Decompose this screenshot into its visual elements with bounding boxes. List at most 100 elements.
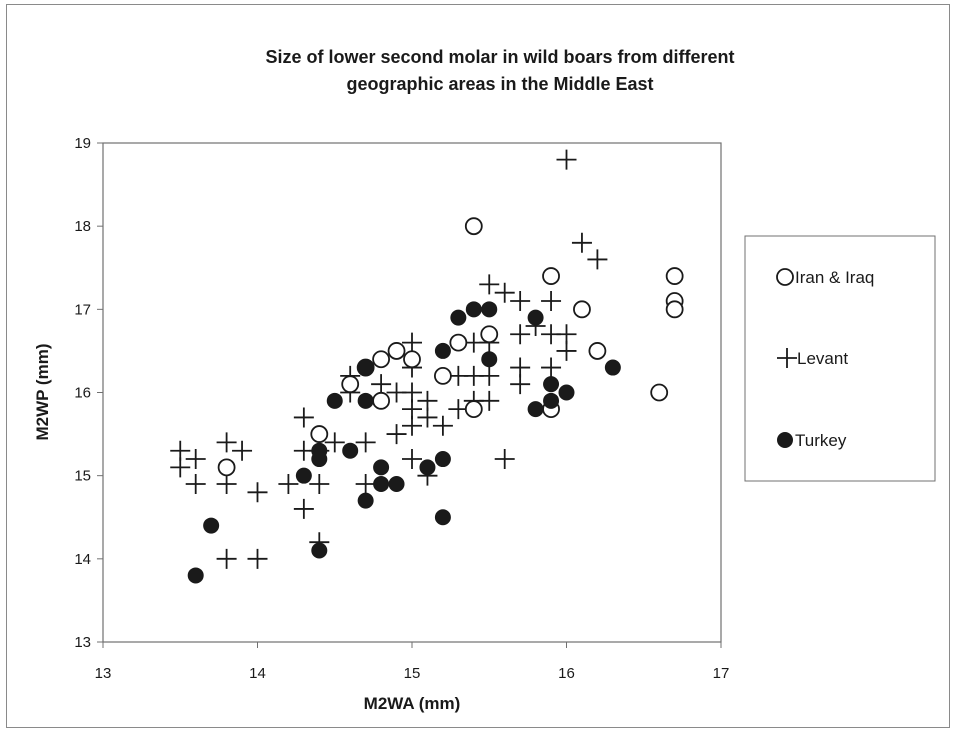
y-tick-label: 18 <box>74 218 91 235</box>
legend-label: Iran & Iraq <box>795 268 874 287</box>
filled-circle-marker <box>419 459 436 476</box>
filled-circle-marker <box>373 475 390 492</box>
filled-circle-marker <box>604 359 621 376</box>
open-circle-marker <box>573 300 591 319</box>
filled-circle-marker <box>543 392 560 409</box>
filled-circle-marker <box>434 509 451 526</box>
y-axis-label: M2WP (mm) <box>33 344 52 441</box>
x-tick-label: 14 <box>249 665 266 682</box>
legend-marker-icon <box>776 268 794 286</box>
open-circle-marker <box>542 267 560 285</box>
plus-marker <box>494 449 515 470</box>
plus-marker <box>510 291 531 312</box>
plus-marker <box>355 432 376 453</box>
y-tick-label: 15 <box>74 468 91 485</box>
plus-marker <box>185 473 206 494</box>
filled-circle-marker <box>465 301 482 318</box>
open-circle-marker <box>665 300 684 319</box>
plus-marker <box>479 365 500 386</box>
plus-marker <box>571 232 592 253</box>
filled-circle-marker <box>527 309 544 326</box>
plus-marker <box>293 498 314 519</box>
plus-marker <box>278 473 299 494</box>
plus-marker <box>510 374 531 395</box>
plus-marker <box>371 374 392 395</box>
plus-marker <box>402 332 422 353</box>
filled-circle-marker <box>543 376 560 393</box>
filled-circle-marker <box>373 459 390 476</box>
legend-marker-icon <box>777 348 797 368</box>
open-circle-marker <box>650 383 669 402</box>
plus-marker <box>247 482 268 503</box>
open-circle-marker <box>387 342 406 360</box>
filled-circle-marker <box>357 359 374 376</box>
y-tick-label: 13 <box>74 634 91 651</box>
x-axis: 13 14 15 16 17 <box>95 642 730 682</box>
open-circle-marker <box>310 425 329 443</box>
chart-title-line-2: geographic areas in the Middle East <box>346 74 654 94</box>
chart-title: Size of lower second molar in wild boars… <box>180 44 820 98</box>
plus-marker <box>541 357 562 378</box>
open-circle-marker <box>433 366 452 385</box>
x-axis-label: M2WA (mm) <box>364 694 461 713</box>
plus-marker <box>216 432 237 453</box>
filled-circle-marker <box>203 517 220 534</box>
plus-marker <box>216 548 237 569</box>
filled-circle-marker <box>481 351 498 368</box>
legend-label: Levant <box>797 349 848 368</box>
plus-marker <box>247 548 268 569</box>
x-tick-label: 13 <box>95 665 112 682</box>
open-circle-marker <box>464 400 483 419</box>
plus-marker <box>386 424 407 445</box>
plus-marker <box>324 432 345 453</box>
plus-marker <box>185 449 206 470</box>
plus-marker <box>510 324 531 345</box>
filled-circle-marker <box>342 442 359 459</box>
chart-title-line-1: Size of lower second molar in wild boars… <box>265 47 735 67</box>
legend-label: Turkey <box>795 431 847 450</box>
series-levant <box>170 149 608 569</box>
filled-circle-marker <box>388 475 405 492</box>
plus-marker <box>293 407 314 428</box>
plus-marker <box>232 440 253 461</box>
plus-marker <box>402 449 422 470</box>
data-points <box>170 149 684 584</box>
filled-circle-marker <box>311 542 328 559</box>
filled-circle-marker <box>450 309 467 326</box>
y-axis: 13 14 15 16 17 18 19 <box>74 135 103 651</box>
x-tick-label: 16 <box>558 665 575 682</box>
plus-marker <box>556 340 577 361</box>
y-tick-label: 16 <box>74 385 91 402</box>
series-iran-iraq <box>217 217 684 477</box>
open-circle-marker <box>372 391 391 410</box>
open-circle-marker <box>464 217 483 236</box>
plus-marker <box>309 473 330 494</box>
plus-marker <box>355 473 376 494</box>
filled-circle-marker <box>434 451 451 468</box>
open-circle-marker <box>217 458 236 477</box>
x-tick-label: 17 <box>713 665 730 682</box>
plus-marker <box>417 407 438 428</box>
y-tick-label: 19 <box>74 135 91 152</box>
plus-marker <box>587 249 608 270</box>
plus-marker <box>170 457 191 478</box>
filled-circle-marker <box>527 401 544 418</box>
plus-marker <box>432 415 453 436</box>
plus-marker <box>541 291 562 312</box>
legend: Iran & Iraq Levant Turkey <box>744 235 936 482</box>
filled-circle-marker <box>357 392 374 409</box>
open-circle-marker <box>449 333 468 352</box>
plus-marker <box>216 473 237 494</box>
filled-circle-marker <box>434 342 451 359</box>
plus-marker <box>479 390 500 411</box>
plus-marker <box>494 282 515 303</box>
legend-marker-icon <box>777 432 793 448</box>
open-circle-marker <box>588 342 607 360</box>
filled-circle-marker <box>558 384 575 401</box>
open-circle-marker <box>665 267 684 285</box>
x-tick-label: 15 <box>404 665 421 682</box>
filled-circle-marker <box>326 392 343 409</box>
open-circle-marker <box>480 325 499 344</box>
open-circle-marker <box>372 350 391 369</box>
